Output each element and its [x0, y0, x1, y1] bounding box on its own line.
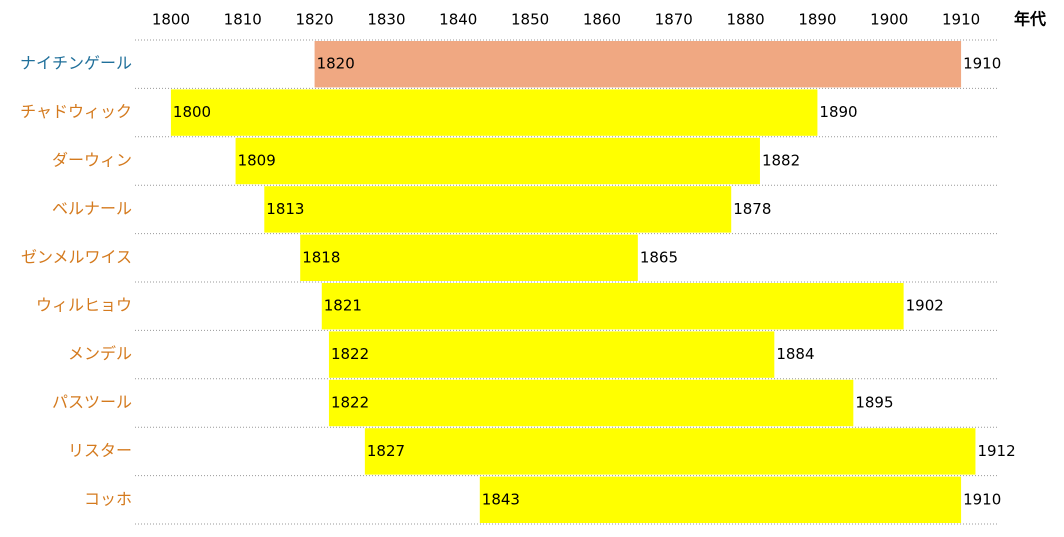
- row-label: チャドウィック: [20, 102, 132, 121]
- death-year-label: 1912: [977, 442, 1015, 460]
- x-tick-label: 1910: [942, 11, 980, 29]
- death-year-label: 1865: [640, 248, 678, 266]
- x-tick-label: 1870: [655, 11, 693, 29]
- life-bar: [321, 283, 904, 330]
- row-label: ゼンメルワイス: [21, 247, 132, 266]
- death-year-label: 1910: [963, 55, 1001, 73]
- life-bar: [170, 89, 818, 136]
- death-year-label: 1910: [963, 490, 1001, 508]
- x-tick-label: 1820: [295, 11, 333, 29]
- life-bar: [300, 234, 638, 281]
- x-tick-label: 1890: [798, 11, 836, 29]
- life-bar: [328, 379, 854, 427]
- birth-year-label: 1813: [266, 200, 304, 218]
- death-year-label: 1902: [906, 297, 944, 315]
- birth-year-label: 1827: [367, 442, 405, 460]
- x-tick-label: 1900: [870, 11, 908, 29]
- row-label: リスター: [68, 441, 132, 460]
- life-bar: [479, 476, 962, 523]
- row-label: ナイチンゲール: [20, 54, 132, 73]
- row-label: ダーウィン: [52, 151, 132, 170]
- death-year-label: 1895: [855, 394, 893, 412]
- x-tick-label: 1800: [152, 11, 190, 29]
- death-year-label: 1890: [819, 103, 857, 121]
- death-year-label: 1882: [762, 152, 800, 170]
- birth-year-label: 1843: [482, 490, 520, 508]
- x-tick-label: 1860: [583, 11, 621, 29]
- life-bar: [328, 331, 775, 378]
- row-label: ウィルヒョウ: [36, 296, 132, 315]
- birth-year-label: 1820: [317, 55, 355, 73]
- life-bar: [364, 428, 976, 475]
- birth-year-label: 1822: [331, 394, 369, 412]
- x-axis-label: 年代: [1014, 10, 1046, 29]
- life-bar: [235, 137, 760, 185]
- x-tick-label: 1810: [224, 11, 262, 29]
- birth-year-label: 1809: [238, 152, 276, 170]
- birth-year-label: 1821: [324, 297, 362, 315]
- x-tick-label: 1840: [439, 11, 477, 29]
- x-tick-label: 1850: [511, 11, 549, 29]
- x-tick-label: 1880: [726, 11, 764, 29]
- life-bar: [314, 41, 962, 88]
- birth-year-label: 1822: [331, 345, 369, 363]
- birth-year-label: 1818: [302, 248, 340, 266]
- row-label: コッホ: [84, 489, 132, 508]
- death-year-label: 1884: [776, 345, 814, 363]
- row-label: パスツール: [52, 393, 132, 412]
- row-label: ベルナール: [52, 199, 132, 218]
- x-tick-label: 1830: [367, 11, 405, 29]
- life-bar: [264, 186, 732, 233]
- birth-year-label: 1800: [173, 103, 211, 121]
- row-label: メンデル: [68, 344, 132, 363]
- death-year-label: 1878: [733, 200, 771, 218]
